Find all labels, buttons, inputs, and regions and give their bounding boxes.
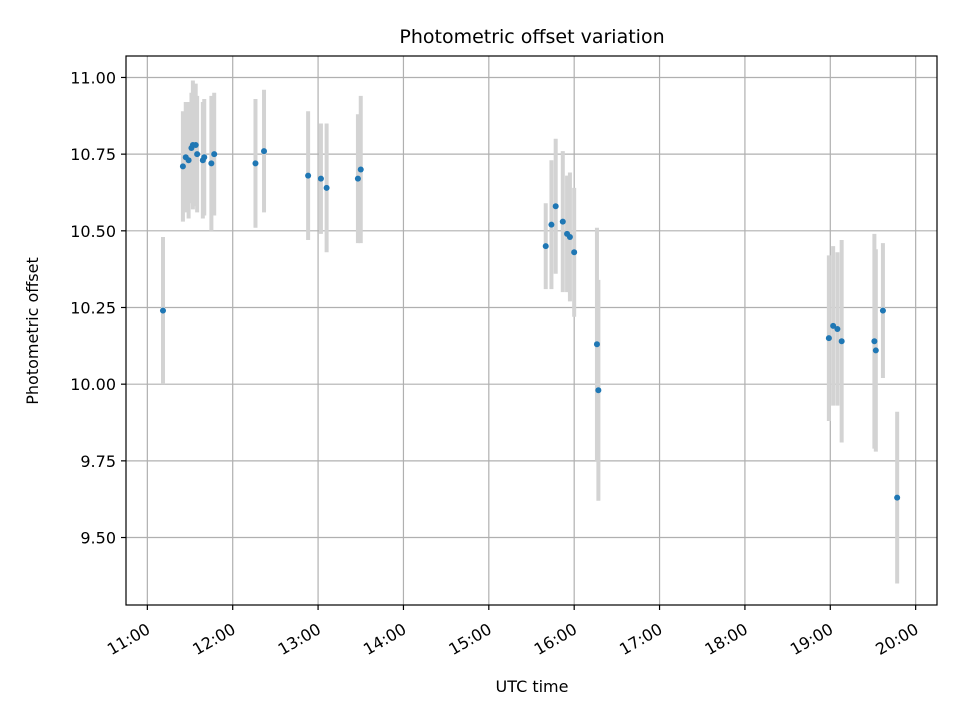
data-point	[571, 249, 578, 256]
data-point	[542, 243, 549, 250]
y-tick-label: 10.50	[70, 222, 116, 241]
data-point	[194, 151, 201, 158]
data-point	[252, 160, 259, 167]
data-point	[552, 203, 559, 210]
data-point	[354, 175, 361, 182]
data-point	[894, 494, 901, 501]
data-point	[593, 341, 600, 348]
data-point	[548, 221, 555, 228]
data-point	[211, 151, 218, 158]
chart-title: Photometric offset variation	[399, 26, 664, 48]
data-point	[879, 307, 886, 314]
data-point	[305, 172, 312, 179]
data-point	[261, 148, 268, 155]
data-points	[159, 141, 901, 501]
y-axis-label: Photometric offset	[23, 257, 42, 405]
data-point	[317, 175, 324, 182]
data-point	[357, 166, 364, 173]
y-tick-label: 10.00	[70, 375, 116, 394]
data-point	[838, 338, 845, 345]
data-point	[559, 218, 566, 225]
y-tick-label: 10.25	[70, 298, 116, 317]
data-point	[185, 157, 192, 164]
data-point	[595, 387, 602, 394]
data-point	[871, 338, 878, 345]
x-axis-label: UTC time	[496, 677, 569, 696]
data-point	[872, 347, 879, 354]
plot-frame	[125, 55, 938, 606]
data-point	[192, 141, 199, 148]
data-point	[834, 325, 841, 332]
data-point	[208, 160, 215, 167]
data-point	[323, 184, 330, 191]
data-point	[179, 163, 186, 170]
grid	[126, 56, 937, 605]
y-tick-label: 10.75	[70, 145, 116, 164]
data-point	[566, 233, 573, 240]
data-point	[830, 322, 837, 329]
y-tick-label: 9.75	[80, 452, 116, 471]
y-axis-ticks: 9.50 9.75 10.00 10.25 10.50 10.75 11.00	[70, 68, 126, 548]
y-tick-label: 11.00	[70, 68, 116, 87]
data-point	[159, 307, 166, 314]
data-point	[825, 335, 832, 342]
y-tick-label: 9.50	[80, 529, 116, 548]
data-point	[201, 154, 208, 161]
